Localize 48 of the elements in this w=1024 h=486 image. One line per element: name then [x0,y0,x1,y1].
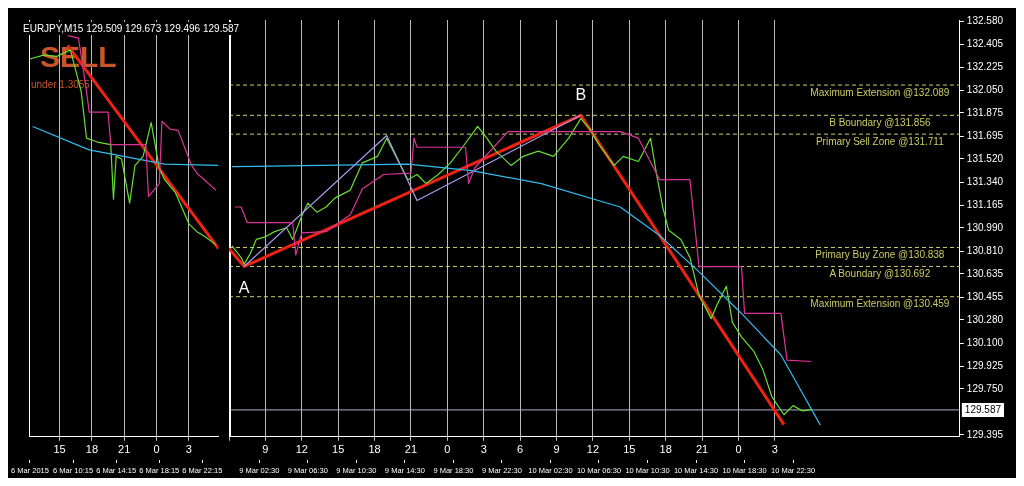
x-tick-label: 21 [118,443,131,456]
x-tick-label: 12 [295,443,308,456]
y-tick-label: 129.925 [966,359,1004,371]
x-tick-label: 18 [659,443,672,456]
x-tick-label: 0 [153,443,160,456]
y-tick-label: 130.990 [966,221,1004,233]
x-tick-label: 0 [735,443,742,456]
y-tick-label: 130.455 [966,290,1004,302]
y-tick-label: 131.520 [966,152,1004,164]
ref-line-label: Maximum Extension @130.459 [810,298,950,310]
y-tick-label: 130.100 [966,337,1004,349]
chart-title: EURJPY,M15 129.509 129.673 129.496 129.587 [20,22,243,35]
y-tick-label: 131.695 [966,129,1004,141]
annotation: A [238,278,250,296]
x-tick-label: 3 [185,443,192,456]
y-tick-label: 130.810 [966,244,1004,256]
x-tick-label: 15 [53,443,66,456]
y-tick-label: 131.340 [966,176,1004,188]
y-tick-label: 132.050 [966,83,1004,95]
x-tick-label: 0 [444,443,451,456]
ref-line-label: B Boundary @131.856 [829,117,931,129]
y-tick-label: 132.580 [966,15,1004,27]
annotation: B [575,85,587,103]
x-tick-label: 21 [695,443,709,456]
x-tick-label: 15 [623,443,636,456]
x-tick-label: 3 [480,443,487,456]
y-tick-label: 132.405 [966,37,1004,49]
y-tick-label: 131.165 [966,198,1004,210]
x-tick-label: 21 [404,443,418,456]
x-tick-label: 12 [586,443,600,456]
x-tick-label: 6 [517,443,524,456]
x-tick-label: 15 [332,443,345,456]
ref-line-label: Maximum Extension @132.089 [810,86,950,98]
x-tick-label: 9 [553,443,560,456]
y-tick-label: 131.875 [966,106,1004,118]
ref-line-label: Primary Sell Zone @131.711 [815,135,945,147]
y-tick-label: 132.225 [966,61,1004,73]
y-tick-label: 130.635 [966,267,1004,279]
ref-line-label: A Boundary @130.692 [829,268,931,280]
y-tick-label: 129.395 [966,428,1004,440]
x-tick-label: 9 [262,443,269,456]
x-tick-label: 18 [368,443,381,456]
ref-line-label: 129.587 [964,403,1002,415]
y-tick-label: 130.280 [966,313,1004,325]
y-tick-label: 129.750 [966,382,1004,394]
x-tick-label: 18 [85,443,99,456]
ref-line-label: Primary Buy Zone @130.838 [815,249,945,261]
x-tick-label: 3 [771,443,778,456]
